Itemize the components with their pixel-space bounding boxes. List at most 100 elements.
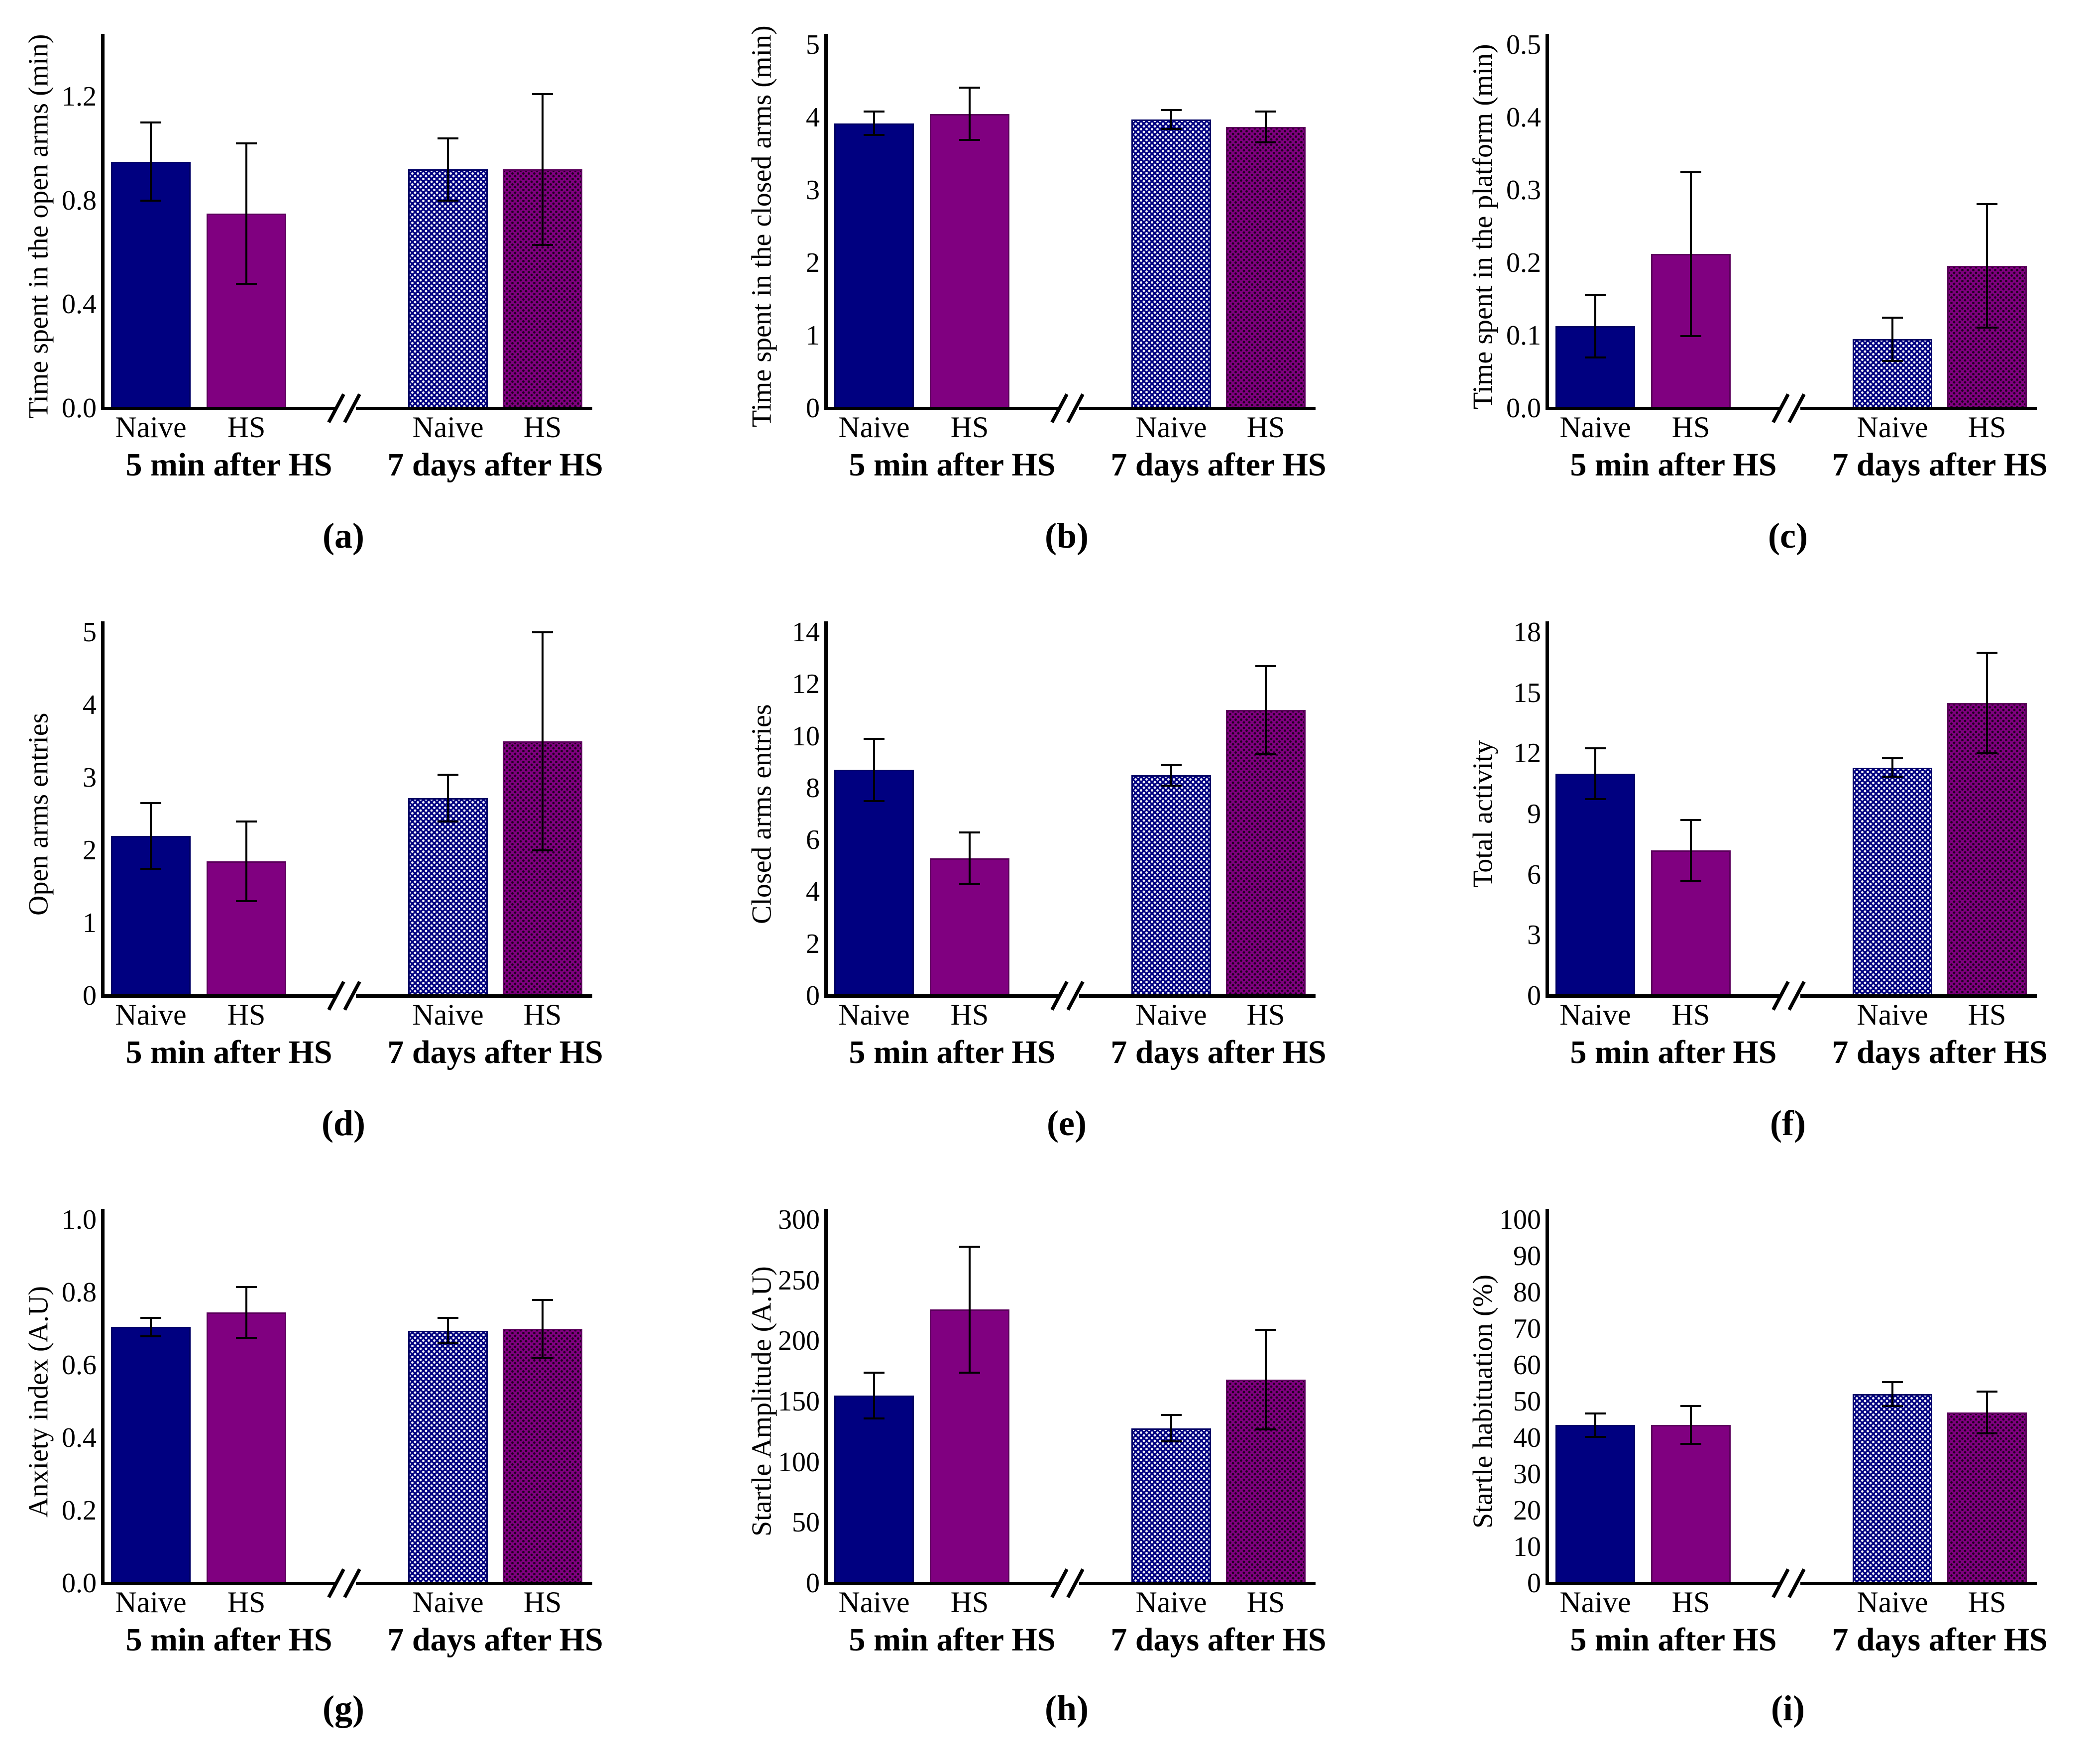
bar-label-naive: Naive <box>838 411 910 444</box>
y-tick-label: 20 <box>1513 1495 1541 1526</box>
y-axis <box>1546 34 1549 410</box>
error-bar-cap-top <box>532 93 553 96</box>
bar-label-naive: Naive <box>1559 998 1631 1031</box>
y-tick-label: 0.2 <box>1506 247 1541 278</box>
error-bar-line <box>1986 652 1988 754</box>
y-axis <box>1546 621 1549 998</box>
bar-label-naive: Naive <box>1135 998 1207 1031</box>
axis-break-gap <box>1780 1581 1800 1586</box>
bar-label-hs: HS <box>950 1586 989 1619</box>
error-bar-cap-top <box>1585 1412 1606 1415</box>
error-bar-cap-bottom <box>1882 775 1903 778</box>
axis-break-gap <box>336 406 356 411</box>
bar-hs-7days <box>1226 126 1306 409</box>
y-tick-label: 100 <box>778 1446 820 1478</box>
bar-label-hs: HS <box>950 998 989 1031</box>
error-bar-line <box>245 1287 247 1338</box>
axis-break-gap <box>336 1581 356 1586</box>
group-label-5min: 5 min after HS <box>125 1622 332 1658</box>
bar-naive-5min <box>111 1327 191 1584</box>
bar-label-naive: Naive <box>1857 1586 1928 1619</box>
error-bar-cap-top <box>1161 109 1182 112</box>
error-bar-line <box>969 88 971 140</box>
group-label-7days: 7 days after HS <box>1110 1034 1326 1070</box>
bar-label-hs: HS <box>1968 411 2006 444</box>
y-tick-label: 50 <box>1513 1386 1541 1417</box>
error-bar-line <box>1265 1330 1267 1429</box>
bar-label-hs: HS <box>227 1586 266 1619</box>
y-tick-label: 0.4 <box>62 1422 97 1453</box>
panel-letter: (g) <box>323 1688 364 1728</box>
y-tick-label: 8 <box>806 772 820 804</box>
error-bar-line <box>1690 1406 1692 1444</box>
y-axis <box>101 621 105 998</box>
y-tick-label: 3 <box>83 762 97 793</box>
error-bar-line <box>969 1246 971 1373</box>
bar-label-hs: HS <box>227 998 266 1031</box>
bar-hs-7days <box>1226 1380 1306 1584</box>
y-tick-label: 50 <box>792 1507 820 1538</box>
y-tick-label: 1 <box>806 320 820 351</box>
error-bar-line <box>150 122 152 201</box>
error-bar-line <box>245 143 247 284</box>
error-bar-line <box>542 1299 544 1358</box>
y-tick-label: 3 <box>1527 920 1541 951</box>
y-tick-label: 15 <box>1513 677 1541 708</box>
bar-naive-5min <box>1555 1425 1635 1584</box>
y-tick-label: 0.6 <box>62 1350 97 1381</box>
bar-label-naive: Naive <box>1135 1586 1207 1619</box>
error-bar-cap-bottom <box>1680 1443 1701 1445</box>
y-tick-label: 30 <box>1513 1459 1541 1490</box>
bar-label-hs: HS <box>1246 1586 1285 1619</box>
error-bar-cap-top <box>140 1317 161 1319</box>
panel-letter: (b) <box>1045 516 1089 556</box>
chart-panel-e: Closed arms entries 0 2 4 6 8 10 12 14 Naive HS Nai… <box>700 587 1400 1175</box>
error-bar-cap-top <box>236 1286 257 1289</box>
y-tick-label: 2 <box>83 835 97 866</box>
y-tick-label: 18 <box>1513 617 1541 648</box>
error-bar-cap-bottom <box>1161 128 1182 130</box>
error-bar-line <box>1170 764 1172 786</box>
error-bar-cap-bottom <box>1585 1435 1606 1438</box>
bar-naive-7days <box>408 798 488 997</box>
panel-letter: (a) <box>323 516 364 556</box>
bar-label-hs: HS <box>1671 998 1710 1031</box>
error-bar-cap-bottom <box>1255 1428 1276 1430</box>
bar-label-hs: HS <box>523 411 562 444</box>
y-tick-label: 0.4 <box>62 289 97 320</box>
group-label-7days: 7 days after HS <box>387 1034 603 1070</box>
y-axis <box>101 1209 105 1585</box>
bar-naive-7days <box>1853 1394 1932 1584</box>
bar-label-naive: Naive <box>412 1586 484 1619</box>
y-tick-label: 6 <box>806 824 820 856</box>
bar-label-hs: HS <box>1246 411 1285 444</box>
error-bar-line <box>447 138 449 201</box>
y-tick-label: 0.0 <box>62 1568 97 1599</box>
y-tick-label: 0 <box>83 980 97 1011</box>
y-tick-label: 0 <box>806 1568 820 1599</box>
y-tick-label: 0.1 <box>1506 320 1541 351</box>
y-tick-label: 3 <box>806 175 820 206</box>
error-bar-cap-top <box>1977 1391 1997 1393</box>
error-bar-cap-bottom <box>1977 752 1997 755</box>
chart-panel-b: Time spent in the closed arms (min) 0 1 2 3 4… <box>700 0 1400 587</box>
chart-panel-d: Open arms entries 0 1 2 3 4 5 Naive HS Naive HS 5 m… <box>0 587 700 1175</box>
error-bar-cap-bottom <box>140 867 161 870</box>
error-bar-cap-top <box>1882 1381 1903 1384</box>
bar-label-hs: HS <box>523 998 562 1031</box>
panel-letter: (f) <box>1770 1103 1806 1143</box>
bar-hs-5min <box>1651 1425 1731 1584</box>
bar-label-naive: Naive <box>1857 998 1928 1031</box>
y-tick-label: 0.3 <box>1506 175 1541 206</box>
group-label-7days: 7 days after HS <box>1110 447 1326 483</box>
y-axis <box>1546 1209 1549 1585</box>
y-tick-label: 0 <box>806 393 820 424</box>
y-tick-label: 0 <box>1527 980 1541 1011</box>
error-bar-cap-bottom <box>1680 879 1701 882</box>
group-label-7days: 7 days after HS <box>387 447 603 483</box>
error-bar-cap-top <box>864 1371 884 1374</box>
error-bar-line <box>873 1372 875 1419</box>
axis-break-gap <box>1059 406 1079 411</box>
y-tick-label: 4 <box>806 876 820 908</box>
